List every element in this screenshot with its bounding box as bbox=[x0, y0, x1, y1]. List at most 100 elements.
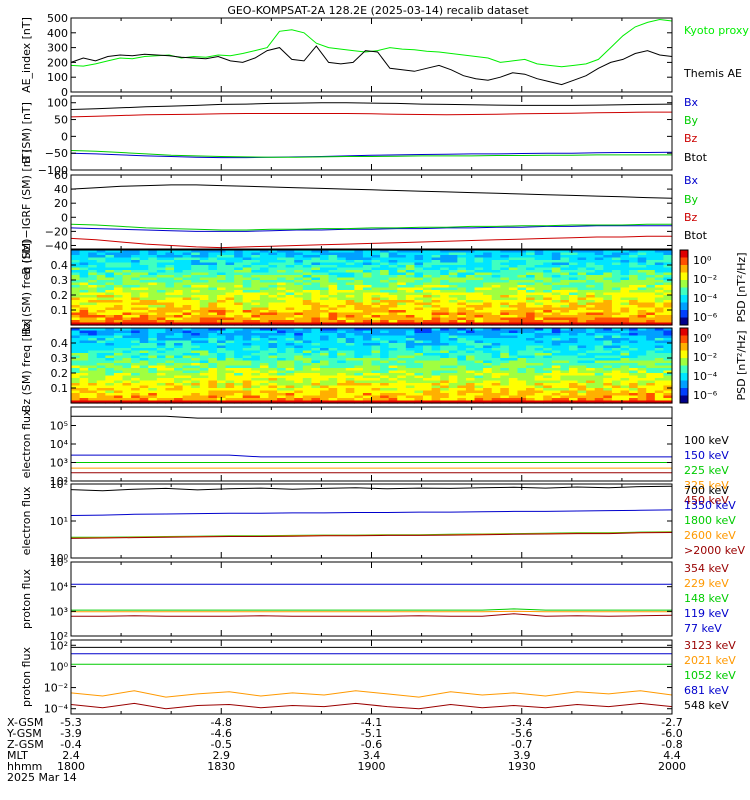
y-tick-label: 0.3 bbox=[51, 352, 69, 365]
spectrogram-cell bbox=[577, 383, 587, 387]
spectrogram-cell bbox=[311, 297, 321, 301]
spectrogram-cell bbox=[113, 277, 124, 281]
spectrogram-cell bbox=[302, 292, 312, 296]
spectrogram-cell bbox=[96, 373, 106, 377]
spectrogram-cell bbox=[465, 250, 476, 254]
spectrogram-cell bbox=[637, 343, 647, 347]
spectrogram-cell bbox=[397, 277, 407, 281]
colorbar-segment bbox=[680, 358, 688, 366]
spectrogram-cell bbox=[508, 300, 519, 304]
spectrogram-cell bbox=[534, 257, 544, 261]
spectrogram-cell bbox=[371, 252, 381, 256]
ephem-value-z: -0.8 bbox=[661, 738, 682, 751]
spectrogram-cell bbox=[431, 328, 441, 332]
spectrogram-cell bbox=[165, 305, 175, 309]
spectrogram-cell bbox=[380, 338, 390, 342]
spectrogram-cell bbox=[337, 312, 347, 316]
spectrogram-cell bbox=[148, 365, 158, 369]
spectrogram-cell bbox=[79, 262, 89, 266]
spectrogram-cell bbox=[646, 265, 656, 269]
spectrogram-cell bbox=[216, 340, 227, 344]
spectrogram-cell bbox=[242, 355, 252, 359]
spectrogram-cell bbox=[242, 388, 252, 392]
spectrogram-cell bbox=[225, 360, 235, 364]
spectrogram-cell bbox=[234, 265, 244, 269]
spectrogram-cell bbox=[337, 370, 347, 374]
spectrogram-cell bbox=[388, 373, 398, 377]
spectrogram-cell bbox=[362, 285, 373, 289]
spectrogram-cell bbox=[277, 302, 287, 306]
spectrogram-cell bbox=[285, 280, 295, 284]
spectrogram-cell bbox=[208, 380, 218, 384]
spectrogram-cell bbox=[654, 255, 665, 259]
spectrogram-cell bbox=[551, 343, 561, 347]
spectrogram-cell bbox=[199, 252, 209, 256]
spectrogram-cell bbox=[465, 385, 476, 389]
spectrogram-cell bbox=[191, 398, 201, 402]
colorbar-tick-label: 10⁻⁶ bbox=[693, 311, 718, 324]
spectrogram-cell bbox=[551, 310, 561, 314]
spectrogram-cell bbox=[560, 277, 570, 281]
spectrogram-cell bbox=[191, 335, 201, 339]
spectrogram-cell bbox=[423, 388, 433, 392]
spectrogram-cell bbox=[371, 320, 381, 324]
spectrogram-cell bbox=[277, 393, 287, 397]
spectrogram-cell bbox=[577, 333, 587, 337]
spectrogram-cell bbox=[500, 380, 510, 384]
spectrogram-cell bbox=[259, 277, 270, 281]
spectrogram-cell bbox=[182, 383, 192, 387]
spectrogram-cell bbox=[414, 272, 424, 276]
spectrogram-cell bbox=[88, 370, 98, 374]
spectrogram-cell bbox=[654, 345, 665, 349]
spectrogram-cell bbox=[551, 265, 561, 269]
spectrogram-cell bbox=[225, 307, 235, 311]
spectrogram-cell bbox=[457, 255, 467, 259]
spectrogram-cell bbox=[88, 338, 98, 342]
spectrogram-cell bbox=[603, 363, 613, 367]
spectrogram-cell bbox=[113, 338, 124, 342]
spectrogram-cell bbox=[294, 255, 304, 259]
spectrogram-cell bbox=[148, 398, 158, 402]
spectrogram-cell bbox=[448, 368, 458, 372]
spectrogram-cell bbox=[654, 317, 665, 321]
spectrogram-cell bbox=[96, 322, 106, 326]
spectrogram-cell bbox=[646, 375, 656, 379]
spectrogram-cell bbox=[113, 350, 124, 354]
spectrogram-cell bbox=[371, 370, 381, 374]
spectrogram-cell bbox=[577, 395, 587, 399]
spectrogram-cell bbox=[457, 305, 467, 309]
spectrogram-cell bbox=[199, 287, 209, 291]
spectrogram-cell bbox=[543, 340, 553, 344]
spectrogram-cell bbox=[328, 315, 338, 319]
spectrogram-cell bbox=[526, 388, 536, 392]
spectrogram-cell bbox=[148, 250, 158, 254]
spectrogram-cell bbox=[637, 305, 647, 309]
series-line-themis-ae bbox=[70, 45, 673, 86]
colorbar-segment bbox=[680, 280, 688, 288]
spectrogram-cell bbox=[354, 345, 364, 349]
spectrogram-cell bbox=[500, 355, 510, 359]
spectrogram-cell bbox=[431, 297, 441, 301]
spectrogram-cell bbox=[156, 370, 167, 374]
spectrogram-cell bbox=[380, 265, 390, 269]
spectrogram-cell bbox=[268, 302, 278, 306]
spectrogram-cell bbox=[388, 345, 398, 349]
spectrogram-cell bbox=[174, 340, 184, 344]
spectrogram-cell bbox=[113, 400, 124, 404]
spectrogram-cell bbox=[285, 378, 295, 382]
spectrogram-cell bbox=[551, 305, 561, 309]
ephem-value-y: -4.6 bbox=[211, 727, 232, 740]
spectrogram-cell bbox=[156, 270, 167, 274]
spectrogram-cell bbox=[122, 393, 132, 397]
spectrogram-cell bbox=[319, 345, 330, 349]
spectrogram-cell bbox=[620, 305, 630, 309]
spectrogram-cell bbox=[577, 267, 587, 271]
spectrogram-cell bbox=[105, 287, 115, 291]
spectrogram-cell bbox=[148, 390, 158, 394]
spectrogram-cell bbox=[646, 322, 656, 326]
spectrogram-cell bbox=[388, 383, 398, 387]
spectrogram-cell bbox=[131, 380, 141, 384]
spectrogram-cell bbox=[131, 295, 141, 299]
spectrogram-cell bbox=[371, 373, 381, 377]
spectrogram-cell bbox=[345, 368, 355, 372]
